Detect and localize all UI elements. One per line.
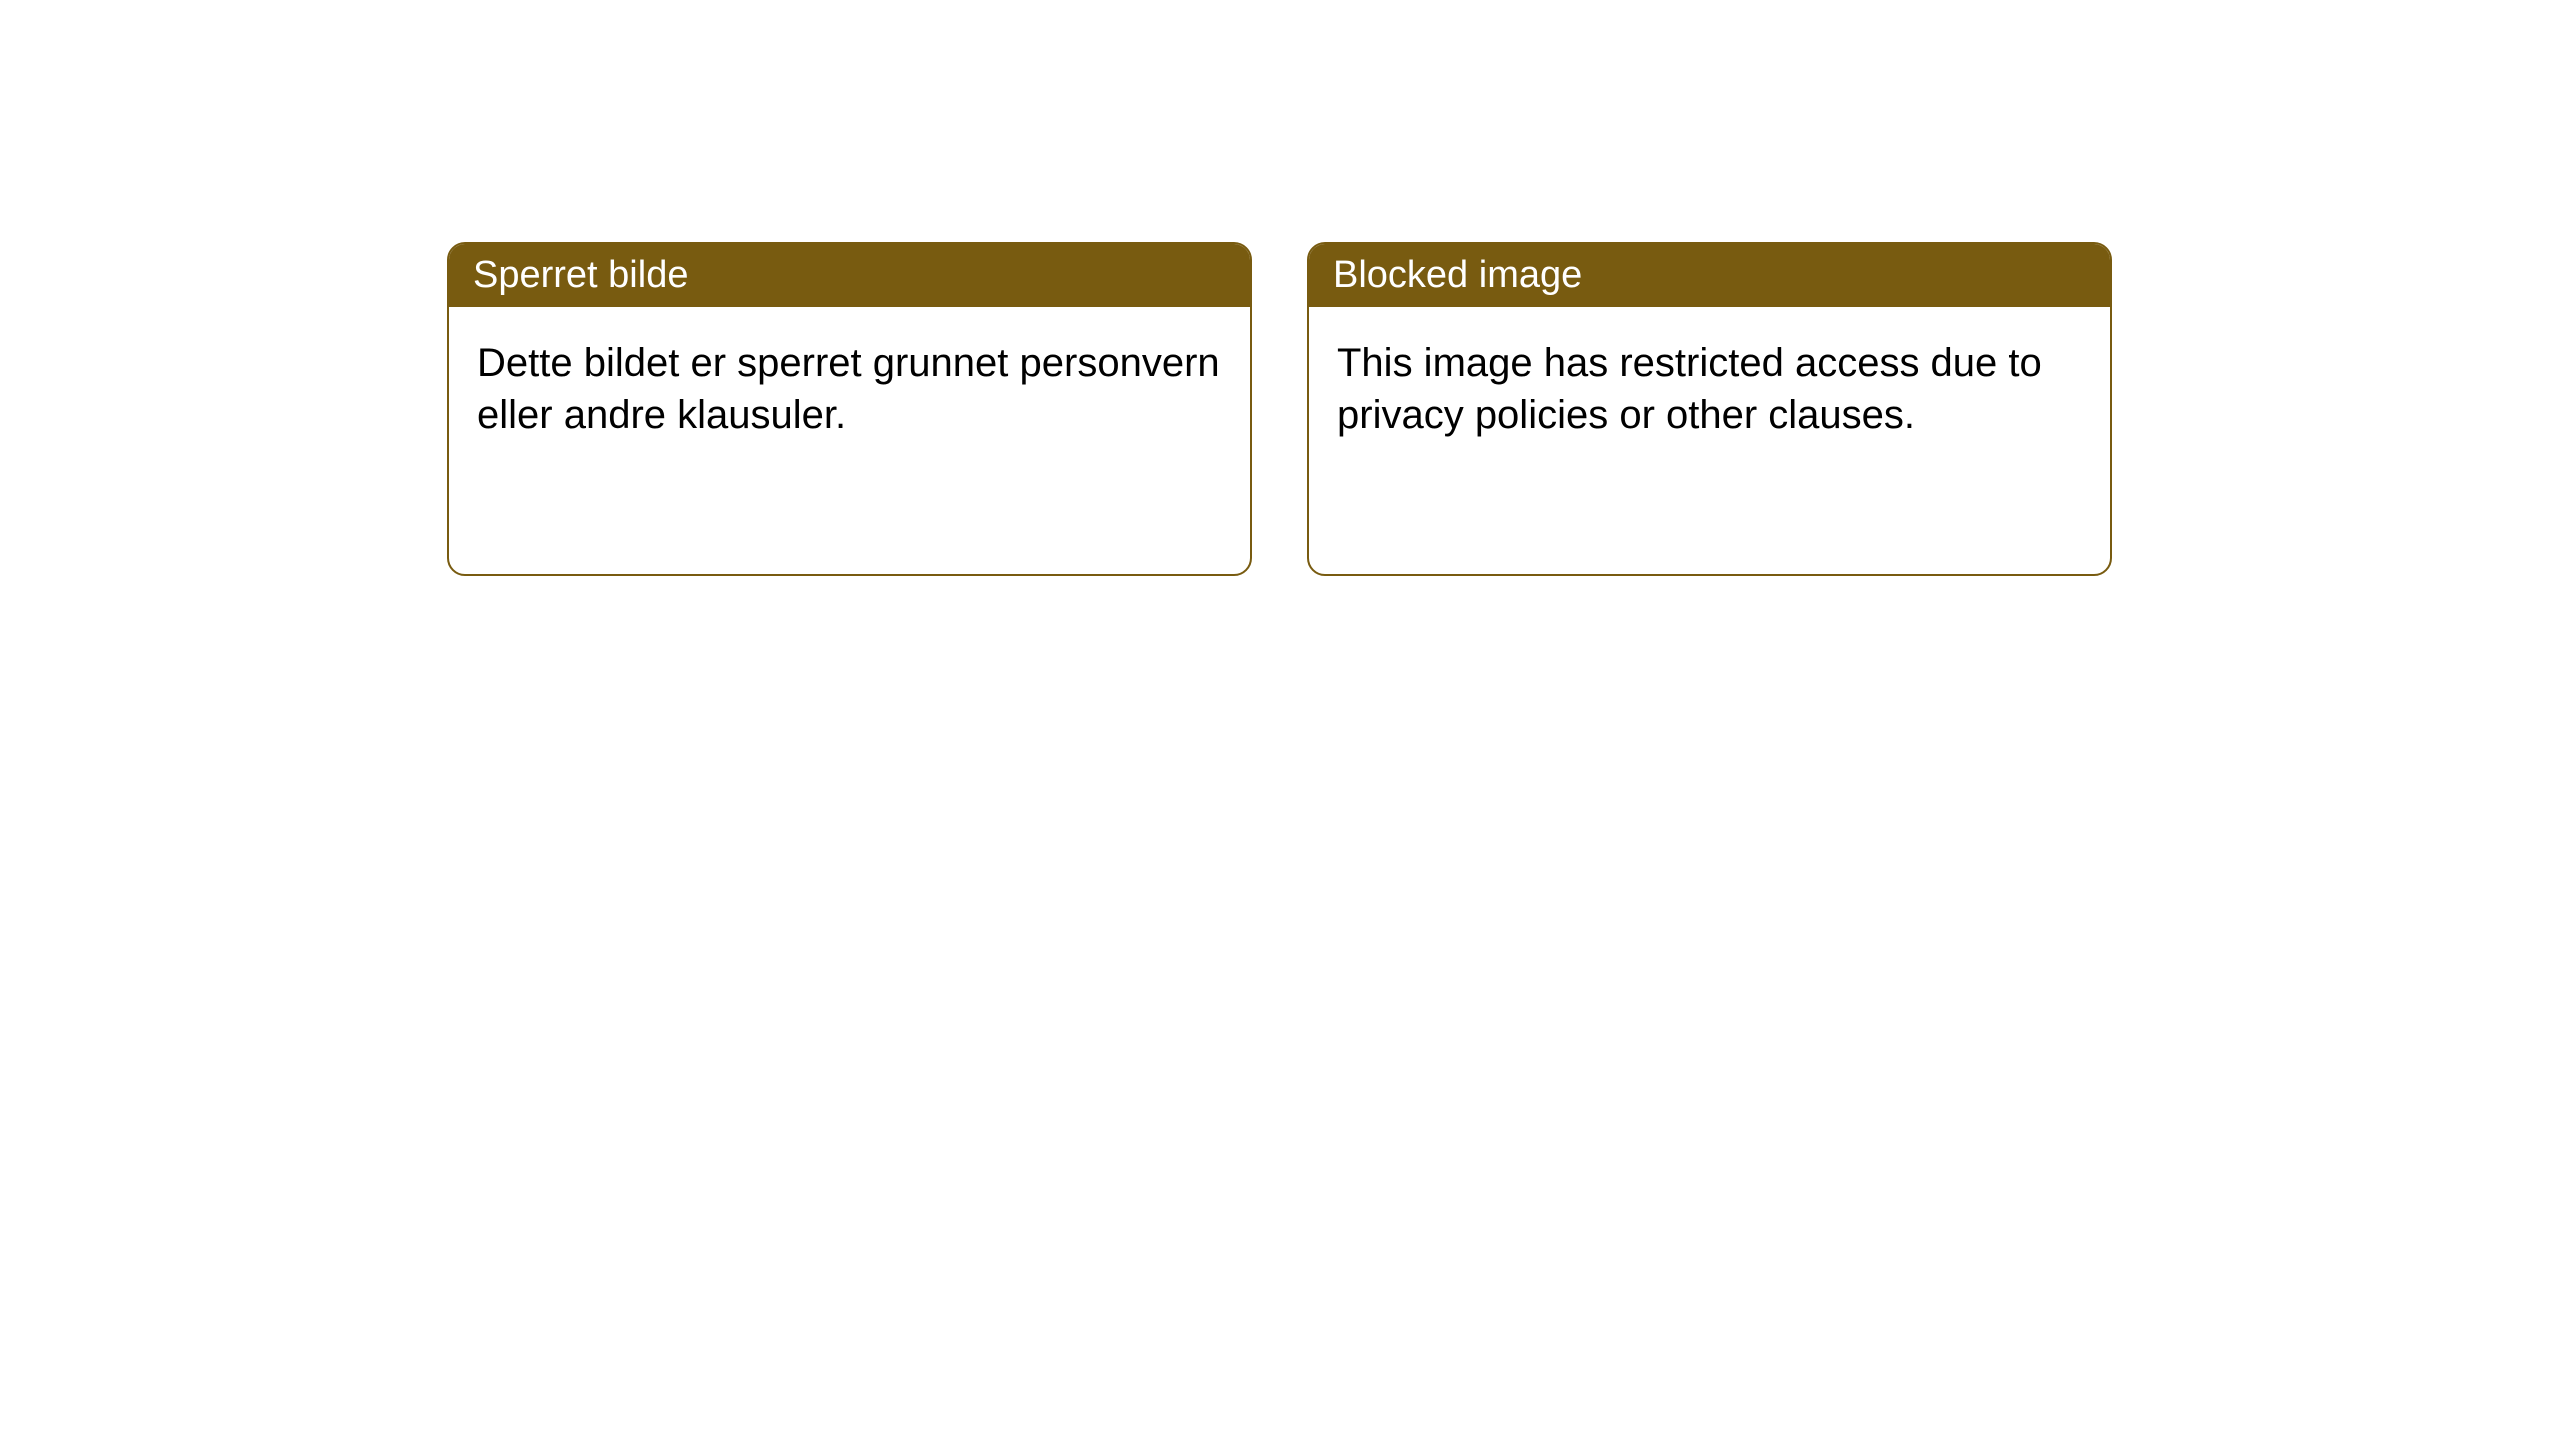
notice-text: Dette bildet er sperret grunnet personve… — [477, 341, 1220, 437]
notice-container: Sperret bilde Dette bildet er sperret gr… — [0, 0, 2560, 576]
notice-body: This image has restricted access due to … — [1309, 307, 2110, 471]
notice-title: Sperret bilde — [473, 254, 688, 296]
notice-title: Blocked image — [1333, 254, 1582, 296]
notice-card-norwegian: Sperret bilde Dette bildet er sperret gr… — [447, 242, 1252, 576]
notice-body: Dette bildet er sperret grunnet personve… — [449, 307, 1250, 471]
notice-header: Sperret bilde — [449, 244, 1250, 307]
notice-card-english: Blocked image This image has restricted … — [1307, 242, 2112, 576]
notice-text: This image has restricted access due to … — [1337, 341, 2042, 437]
notice-header: Blocked image — [1309, 244, 2110, 307]
